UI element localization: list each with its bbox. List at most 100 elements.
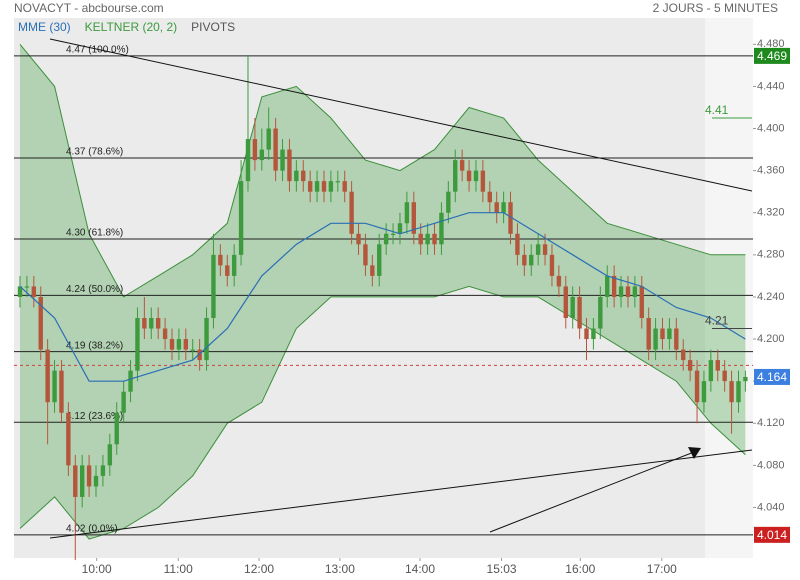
candle-body (708, 360, 714, 382)
y-tick-label: 4.200 (757, 333, 785, 345)
overlays: 4.41 4.21 (19, 103, 752, 382)
y-tick-label: 4.240 (757, 291, 785, 303)
candle-body (73, 465, 78, 497)
candle-body (411, 202, 416, 234)
candle-body (701, 381, 707, 403)
candle-body (107, 444, 113, 466)
candle-body (660, 328, 665, 340)
candle-body (653, 328, 658, 350)
chart-subtitle: 2 JOURS - 5 MINUTES (653, 1, 778, 15)
fib-label: 4.19 (38.2%) (66, 340, 123, 351)
candle-body (280, 149, 285, 171)
candle-body (632, 286, 638, 297)
candle-body (266, 128, 271, 150)
y-tick-label: 4.280 (757, 249, 785, 261)
candle-body (390, 233, 396, 235)
candle-body (252, 139, 258, 161)
legend-entry: KELTNER (20, 2) (85, 20, 177, 34)
price-tag-label: 4.164 (757, 370, 787, 384)
candle-body (294, 170, 299, 182)
candle-body (432, 233, 437, 245)
y-tick-label: 4.080 (757, 459, 785, 471)
candle-body (480, 170, 486, 192)
candle-body (100, 465, 106, 476)
candle-body (142, 318, 147, 329)
candle-body (52, 370, 57, 403)
candle-body (183, 339, 189, 350)
candle-body (598, 296, 603, 329)
legend: MME (30) KELTNER (20, 2) PIVOTS (18, 20, 235, 34)
candle-body (17, 286, 23, 297)
candle-body (79, 465, 85, 497)
candle-body (314, 181, 320, 192)
candle-body (563, 286, 568, 318)
y-tick-label: 4.040 (757, 501, 785, 513)
legend-entry: MME (30) (18, 20, 71, 34)
keltner-lower (19, 285, 746, 540)
candle-body (238, 181, 244, 255)
candle-body (674, 328, 679, 350)
candle-body (591, 328, 596, 340)
candle-body (356, 233, 361, 245)
candle-body (729, 381, 734, 403)
candle-body (453, 160, 458, 192)
after-hours-area (705, 18, 753, 558)
candle-body (556, 275, 562, 287)
candle-body (570, 296, 575, 318)
candle-body (149, 318, 154, 329)
x-tick-label: 16:00 (565, 562, 595, 576)
x-tick-label: 10:00 (82, 562, 112, 576)
price-tag-label: 4.469 (757, 49, 787, 63)
x-tick-label: 15:03 (487, 562, 517, 576)
candle-body (383, 233, 389, 245)
candle-body (694, 370, 700, 403)
candle-body (508, 202, 513, 234)
candle-body (287, 149, 292, 182)
chart-title: NOVACYT - abcbourse.com (14, 1, 164, 15)
fib-label: 4.37 (78.6%) (66, 147, 123, 158)
candle-body (190, 349, 195, 351)
candle-body (418, 233, 423, 245)
candle-body (363, 244, 368, 266)
candle-body (501, 202, 506, 213)
candle-body (446, 191, 451, 213)
candle-body (59, 370, 64, 413)
candle-body (529, 254, 534, 266)
candle-body (667, 328, 672, 340)
price-tag-label: 4.014 (757, 528, 787, 542)
candle-body (494, 202, 499, 213)
candle-body (349, 191, 354, 234)
candle-body (459, 160, 465, 171)
y-tick-label: 4.320 (757, 207, 785, 219)
y-tick-label: 4.120 (757, 417, 785, 429)
x-tick-label: 12:00 (244, 562, 274, 576)
candle-body (584, 328, 589, 340)
candle-body (231, 254, 237, 276)
candle-body (204, 318, 209, 361)
candle-body (736, 381, 741, 403)
candle-body (687, 360, 693, 371)
candle-body (743, 376, 748, 382)
fib-label: 4.30 (61.8%) (66, 228, 123, 239)
ema-line (19, 212, 746, 382)
candle-body (31, 286, 37, 297)
candle-body (225, 265, 230, 276)
candle-body (197, 349, 202, 361)
candle-body (211, 254, 216, 318)
candle-body (301, 170, 306, 182)
candle-body (162, 328, 168, 340)
fib-label: 4.02 (0.0%) (66, 523, 118, 534)
candle-body (259, 149, 265, 161)
candle-body (114, 412, 119, 445)
fib-label: 4.47 (100.0%) (66, 45, 129, 56)
price-tag (754, 368, 790, 385)
fib-label: 4.24 (50.0%) (66, 284, 123, 295)
trend-line (49, 38, 753, 192)
candle-body (605, 275, 610, 297)
keltner-upper (19, 43, 746, 298)
candle-body (86, 465, 92, 487)
x-tick-label: 11:00 (164, 562, 193, 576)
price-tag (754, 47, 790, 64)
candle-body (522, 254, 527, 266)
annotation-label: 4.41 (705, 103, 729, 117)
